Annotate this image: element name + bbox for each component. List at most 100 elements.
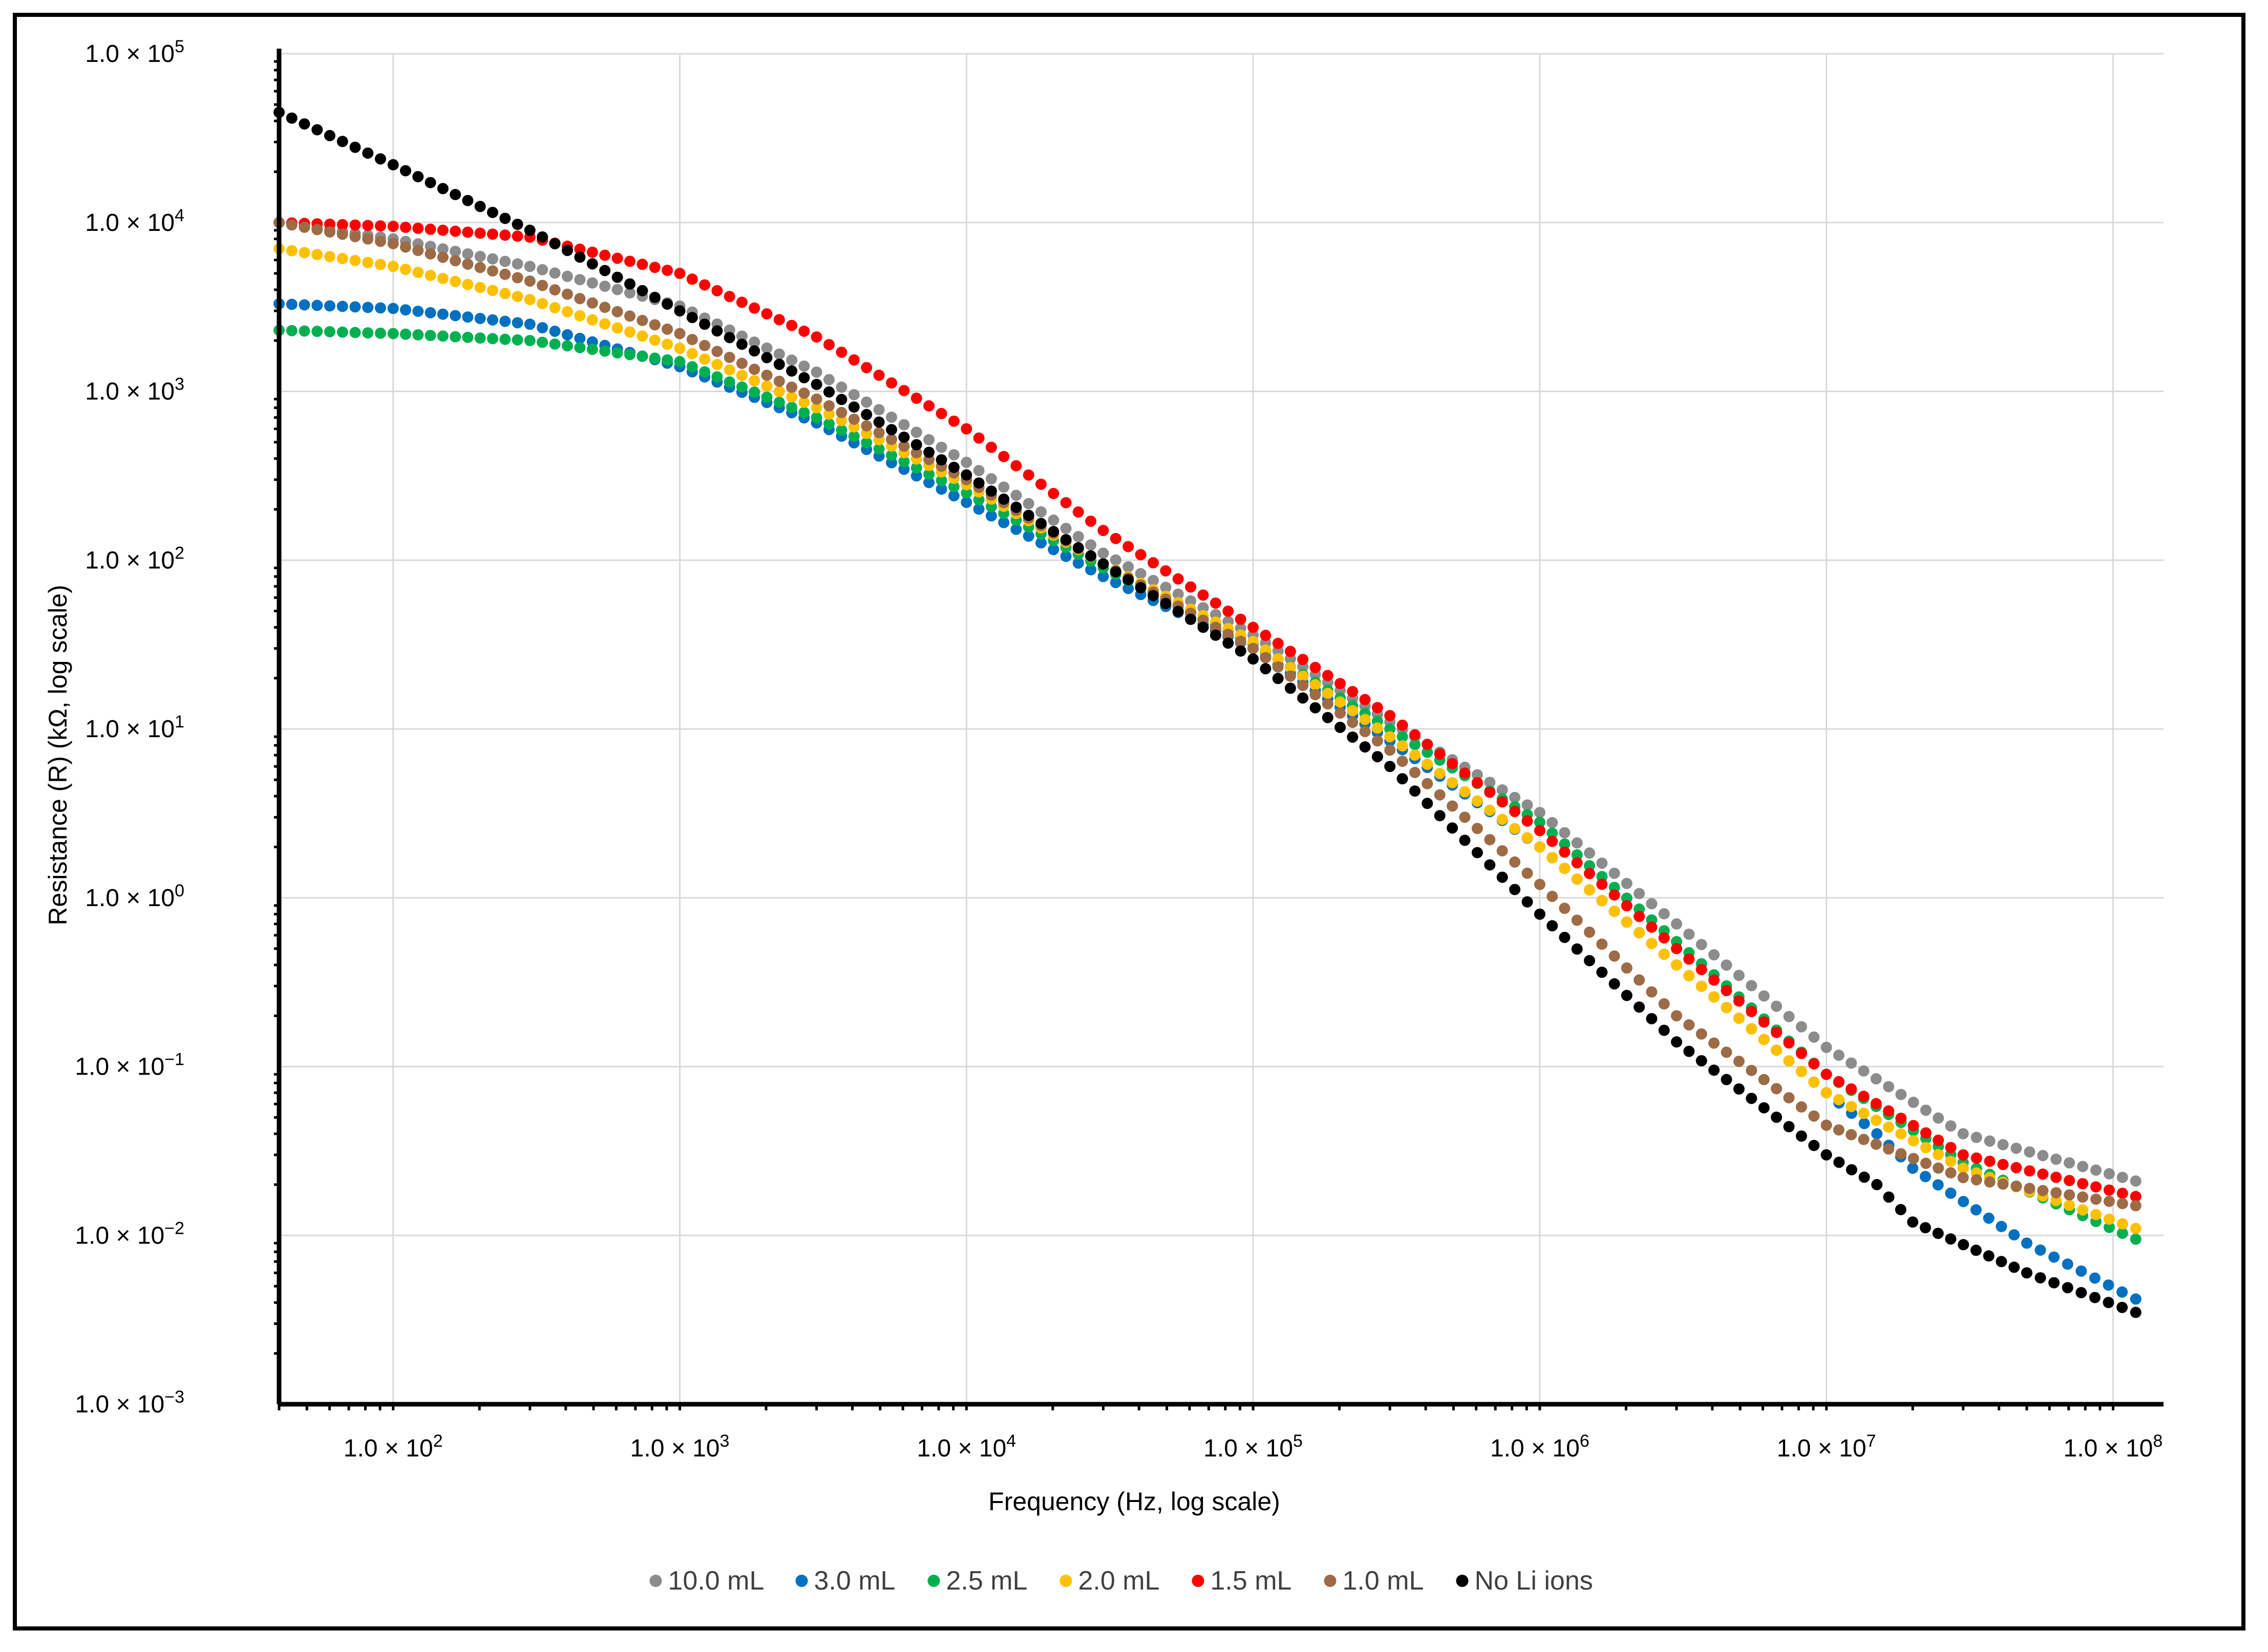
data-point [1509, 806, 1521, 818]
data-point [1858, 1171, 1870, 1183]
data-point [311, 124, 323, 136]
data-point [324, 251, 335, 263]
data-point [662, 298, 673, 310]
data-point [2103, 1279, 2114, 1291]
data-point [1771, 1000, 1783, 1012]
data-point [2021, 1237, 2032, 1249]
data-point [1695, 939, 1707, 950]
data-point [1010, 489, 1022, 501]
data-point [985, 441, 997, 453]
data-point [1471, 823, 1483, 834]
data-point [599, 265, 611, 276]
data-point [336, 136, 348, 147]
data-point [1996, 1220, 2007, 1232]
data-point [1970, 1174, 1982, 1186]
data-point [1771, 1026, 1783, 1038]
data-point [1135, 549, 1147, 561]
data-point [1222, 629, 1234, 640]
data-point [487, 228, 498, 240]
data-point [586, 297, 598, 309]
data-point [1646, 921, 1658, 933]
data-point [1883, 1121, 1895, 1133]
data-point [1858, 1065, 1870, 1077]
data-point [387, 159, 399, 170]
series-layer [273, 106, 2142, 1318]
data-point [1110, 566, 1121, 578]
data-point [1984, 1155, 1996, 1167]
data-point [1347, 705, 1359, 717]
data-point [299, 247, 310, 259]
data-point [1546, 852, 1558, 864]
data-point [349, 254, 361, 266]
data-point [1933, 1149, 1944, 1161]
data-point [1546, 827, 1558, 839]
data-point [1858, 1107, 1870, 1119]
data-point [1309, 702, 1321, 714]
data-point [1085, 539, 1097, 551]
data-point [886, 412, 897, 423]
data-point [1521, 815, 1533, 827]
data-point [487, 285, 498, 296]
data-point [736, 296, 748, 308]
data-point [1833, 1124, 1845, 1136]
x-axis-title: Frequency (Hz, log scale) [988, 1487, 1280, 1516]
data-point [1471, 795, 1483, 807]
data-point [1085, 550, 1097, 562]
data-point [1695, 963, 1707, 975]
data-point [1858, 1133, 1870, 1145]
data-point [637, 259, 648, 270]
data-point [1997, 1139, 2009, 1150]
data-point [362, 302, 374, 313]
data-point [1521, 867, 1533, 879]
data-point [1160, 565, 1172, 577]
data-point [910, 426, 922, 438]
data-point [811, 393, 822, 405]
data-point [2090, 1193, 2102, 1205]
data-point [1970, 1204, 1982, 1216]
data-point [1484, 834, 1496, 846]
data-point [923, 477, 935, 488]
data-point [586, 246, 598, 258]
data-point [400, 222, 411, 233]
minor-ticks [274, 60, 2114, 1410]
data-point [1596, 871, 1608, 883]
data-point [1072, 542, 1084, 553]
data-point [2037, 1150, 2049, 1162]
data-point [1846, 1057, 1857, 1069]
data-point [499, 212, 511, 224]
data-point [836, 347, 847, 358]
data-point [2116, 1286, 2128, 1298]
data-point [2021, 1267, 2032, 1279]
data-point [1160, 597, 1172, 609]
data-point [299, 299, 310, 311]
data-point [286, 325, 298, 336]
data-point [861, 420, 873, 432]
data-point [1035, 537, 1047, 549]
data-point [1048, 488, 1059, 499]
legend-marker [1059, 1575, 1072, 1587]
data-point [2130, 1200, 2142, 1212]
data-point [1907, 1216, 1919, 1228]
data-point [387, 303, 399, 314]
data-point [1871, 1179, 1883, 1190]
data-point [1658, 998, 1670, 1010]
data-point [1883, 1081, 1895, 1092]
data-point [1970, 1131, 1982, 1143]
data-point [1571, 943, 1583, 955]
data-point [1284, 661, 1296, 673]
data-point [1434, 810, 1446, 822]
data-point [1409, 749, 1421, 761]
data-point [811, 378, 822, 390]
data-point [773, 396, 785, 408]
data-point [1733, 1013, 1745, 1024]
data-point [599, 318, 611, 330]
data-point [1396, 756, 1408, 767]
data-point [823, 386, 835, 398]
data-point [1284, 670, 1296, 682]
data-point [873, 427, 885, 439]
data-point [1608, 950, 1620, 962]
data-point [786, 319, 798, 331]
data-point [985, 473, 997, 485]
data-point [749, 345, 760, 357]
data-point [1783, 1037, 1795, 1049]
